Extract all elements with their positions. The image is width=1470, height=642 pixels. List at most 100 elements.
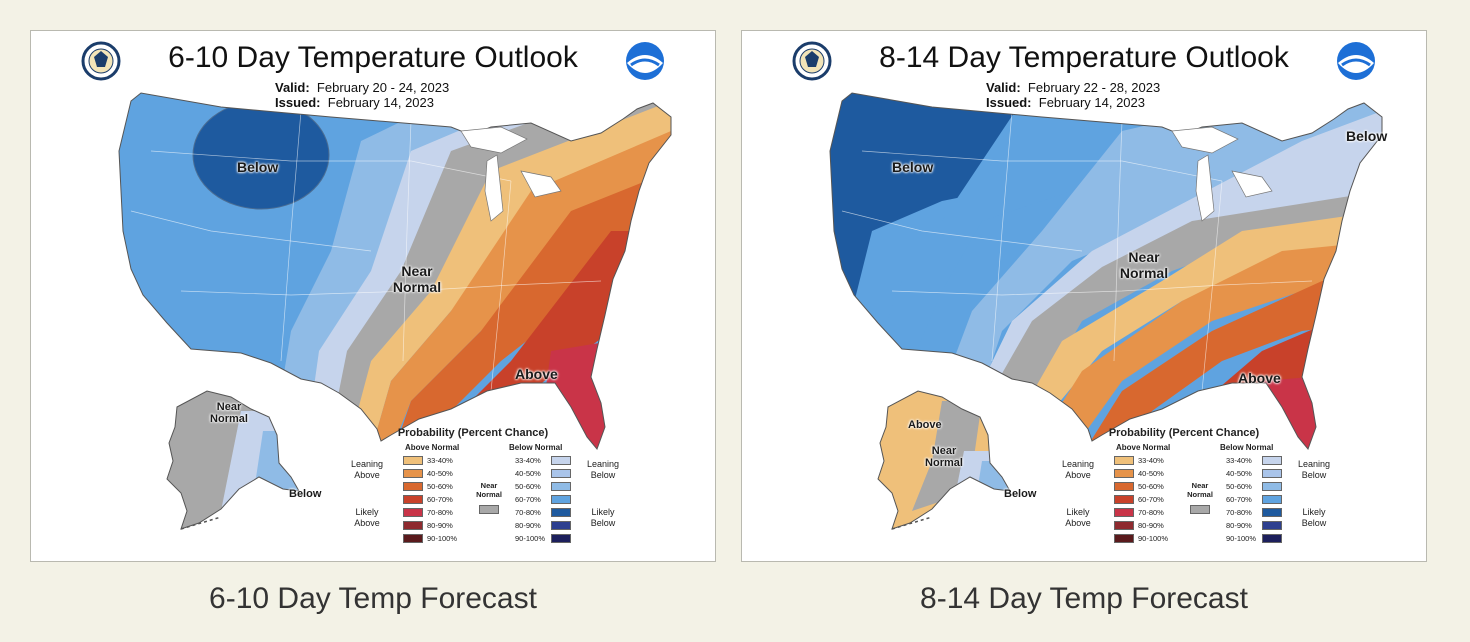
legend-swatch-below — [551, 534, 571, 543]
doc-seal-logo — [792, 41, 832, 81]
alaska-outline — [877, 390, 1011, 530]
label-alaska-below: Below — [1004, 488, 1037, 500]
legend-swatch-above — [403, 469, 423, 478]
legend-swatch-below — [551, 508, 571, 517]
legend-swatch-below — [1262, 521, 1282, 530]
outlook-panel-6-10: 6-10 Day Temperature Outlook Valid: Febr… — [30, 30, 716, 562]
legend-range-above: 50-60% — [427, 482, 453, 491]
legend-swatch-below — [1262, 495, 1282, 504]
legend-range-below: 40-50% — [1226, 469, 1252, 478]
panel-title: 8-14 Day Temperature Outlook — [879, 41, 1289, 74]
legend-swatch-above — [1114, 534, 1134, 543]
legend-swatch-above — [1114, 521, 1134, 530]
legend-range-above: 40-50% — [1138, 469, 1164, 478]
legend-range-below: 80-90% — [515, 521, 541, 530]
conus-outline — [118, 92, 672, 450]
legend-range-above: 60-70% — [1138, 495, 1164, 504]
doc-seal-logo — [81, 41, 121, 81]
legend-likely-below: Likely Below — [1301, 507, 1327, 528]
label-alaska-near-normal: Near Normal — [210, 401, 248, 425]
legend-swatch-near-normal — [1190, 505, 1210, 514]
legend-swatch-below — [551, 456, 571, 465]
legend-near-normal: Near Normal — [1187, 481, 1213, 499]
great-lakes — [460, 126, 528, 154]
issued-date: Issued: February 14, 2023 — [986, 95, 1145, 110]
legend-near-normal: Near Normal — [476, 481, 502, 499]
legend-swatch-below — [551, 469, 571, 478]
legend-swatch-above — [403, 534, 423, 543]
label-near-normal: Near Normal — [392, 263, 442, 295]
panel-title: 6-10 Day Temperature Outlook — [168, 41, 578, 74]
temperature-map-6-10 — [81, 41, 672, 530]
legend-range-below: 33-40% — [1226, 456, 1252, 465]
legend-range-below: 90-100% — [515, 534, 546, 543]
valid-dates: Valid: February 22 - 28, 2023 — [986, 80, 1161, 95]
legend-range-above: 40-50% — [427, 469, 453, 478]
legend-above-header: Above Normal — [1116, 443, 1171, 452]
label-alaska-above: Above — [908, 419, 942, 431]
legend-swatch-above — [1114, 508, 1134, 517]
legend-range-below: 70-80% — [1226, 508, 1252, 517]
conus-outline — [829, 92, 1383, 450]
legend-range-below: 60-70% — [515, 495, 541, 504]
legend-swatch-above — [403, 482, 423, 491]
label-above: Above — [515, 366, 558, 382]
temperature-map-8-14 — [792, 41, 1383, 530]
legend-swatch-below — [551, 482, 571, 491]
legend-swatch-above — [1114, 495, 1134, 504]
legend-likely-above: Likely Above — [1065, 507, 1091, 528]
probability-legend: Probability (Percent Chance) Above Norma… — [343, 423, 708, 561]
legend-swatch-below — [1262, 508, 1282, 517]
lake-michigan — [1195, 154, 1215, 222]
noaa-logo — [626, 42, 664, 80]
legend-swatch-above — [403, 495, 423, 504]
legend-swatch-above — [403, 508, 423, 517]
legend-range-below: 60-70% — [1226, 495, 1252, 504]
legend-below-header: Below Normal — [509, 443, 563, 452]
legend-swatch-above — [1114, 482, 1134, 491]
issued-date: Issued: February 14, 2023 — [275, 95, 434, 110]
probability-legend: Probability (Percent Chance) Above Norma… — [1054, 423, 1419, 561]
legend-likely-below: Likely Below — [590, 507, 616, 528]
legend-below-header: Below Normal — [1220, 443, 1274, 452]
great-lakes — [1171, 126, 1239, 154]
legend-swatch-below — [1262, 534, 1282, 543]
legend-title: Probability (Percent Chance) — [397, 427, 549, 439]
label-below: Below — [892, 159, 934, 175]
caption-8-14: 8-14 Day Temp Forecast — [920, 582, 1248, 615]
legend-range-below: 90-100% — [1226, 534, 1257, 543]
legend-range-above: 33-40% — [1138, 456, 1164, 465]
legend-title: Probability (Percent Chance) — [1108, 427, 1260, 439]
legend-swatch-below — [1262, 482, 1282, 491]
label-alaska-below: Below — [289, 488, 322, 500]
outlook-panel-8-14: 8-14 Day Temperature Outlook Valid: Febr… — [741, 30, 1427, 562]
legend-swatch-above — [403, 456, 423, 465]
alaska-outline — [166, 390, 300, 530]
legend-swatch-above — [403, 521, 423, 530]
legend-range-above: 70-80% — [1138, 508, 1164, 517]
label-below-northeast: Below — [1346, 128, 1388, 144]
legend-range-above: 50-60% — [1138, 482, 1164, 491]
legend-swatch-near-normal — [479, 505, 499, 514]
legend-leaning-below: Leaning Below — [1297, 459, 1331, 480]
legend-range-above: 80-90% — [1138, 521, 1164, 530]
label-below: Below — [237, 159, 279, 175]
legend-range-below: 50-60% — [1226, 482, 1252, 491]
legend-swatch-above — [1114, 469, 1134, 478]
lake-huron-erie — [520, 170, 562, 198]
legend-range-below: 80-90% — [1226, 521, 1252, 530]
lake-michigan — [484, 154, 504, 222]
legend-range-below: 40-50% — [515, 469, 541, 478]
label-alaska-near-normal: Near Normal — [925, 445, 963, 469]
legend-leaning-above: Leaning Above — [1061, 459, 1095, 480]
legend-swatch-above — [1114, 456, 1134, 465]
label-near-normal: Near Normal — [1119, 249, 1169, 281]
legend-range-above: 80-90% — [427, 521, 453, 530]
legend-range-above: 70-80% — [427, 508, 453, 517]
caption-6-10: 6-10 Day Temp Forecast — [209, 582, 537, 615]
legend-leaning-above: Leaning Above — [350, 459, 384, 480]
legend-range-below: 50-60% — [515, 482, 541, 491]
legend-swatch-below — [551, 521, 571, 530]
legend-swatch-below — [551, 495, 571, 504]
legend-range-below: 70-80% — [515, 508, 541, 517]
